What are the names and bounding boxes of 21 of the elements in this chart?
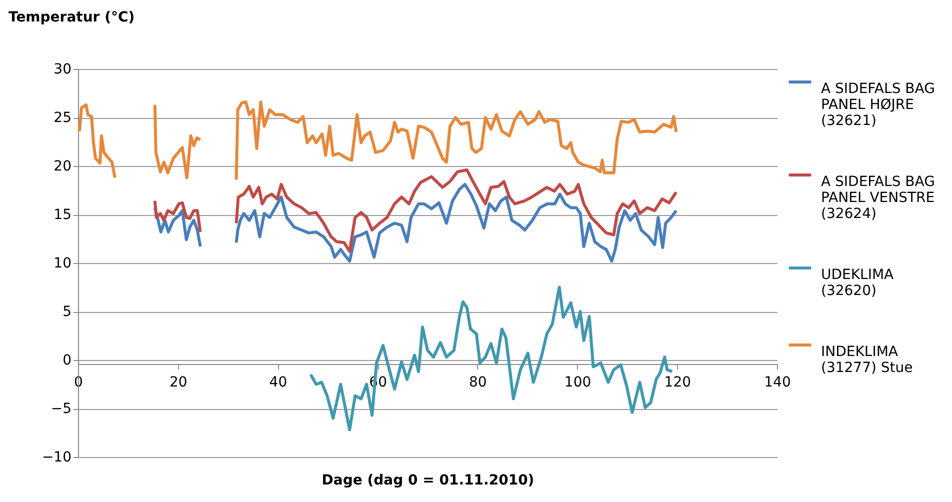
- legend-label: INDEKLIMA (31277) Stue: [821, 344, 913, 376]
- legend-label: UDEKLIMA (32620): [821, 267, 894, 299]
- x-tick-label: 120: [664, 374, 692, 390]
- y-tick-label: 15: [54, 207, 72, 223]
- x-tick-label: 140: [764, 374, 791, 390]
- y-tick-label: 25: [54, 110, 72, 126]
- y-axis-title: Temperatur (°C): [8, 10, 135, 26]
- y-tick-label: 5: [62, 304, 72, 320]
- y-tick-label: 0: [62, 352, 72, 368]
- x-tick-label: 80: [469, 374, 487, 390]
- legend-label: A SIDEFALS BAG PANEL VENSTRE (32624): [821, 174, 935, 222]
- x-tick-label: 20: [169, 374, 188, 390]
- y-tick-label: −5: [50, 401, 72, 417]
- y-tick-label: −10: [42, 450, 72, 466]
- y-tick-label: 30: [54, 62, 72, 78]
- x-tick-label: 100: [564, 374, 592, 390]
- y-tick-label: 20: [54, 158, 72, 174]
- legend-label: A SIDEFALS BAG PANEL HØJRE (32621): [821, 81, 935, 129]
- x-tick-label: 40: [269, 374, 288, 390]
- y-tick-label: 10: [54, 256, 72, 272]
- x-axis-title: Dage (dag 0 = 01.11.2010): [322, 472, 534, 488]
